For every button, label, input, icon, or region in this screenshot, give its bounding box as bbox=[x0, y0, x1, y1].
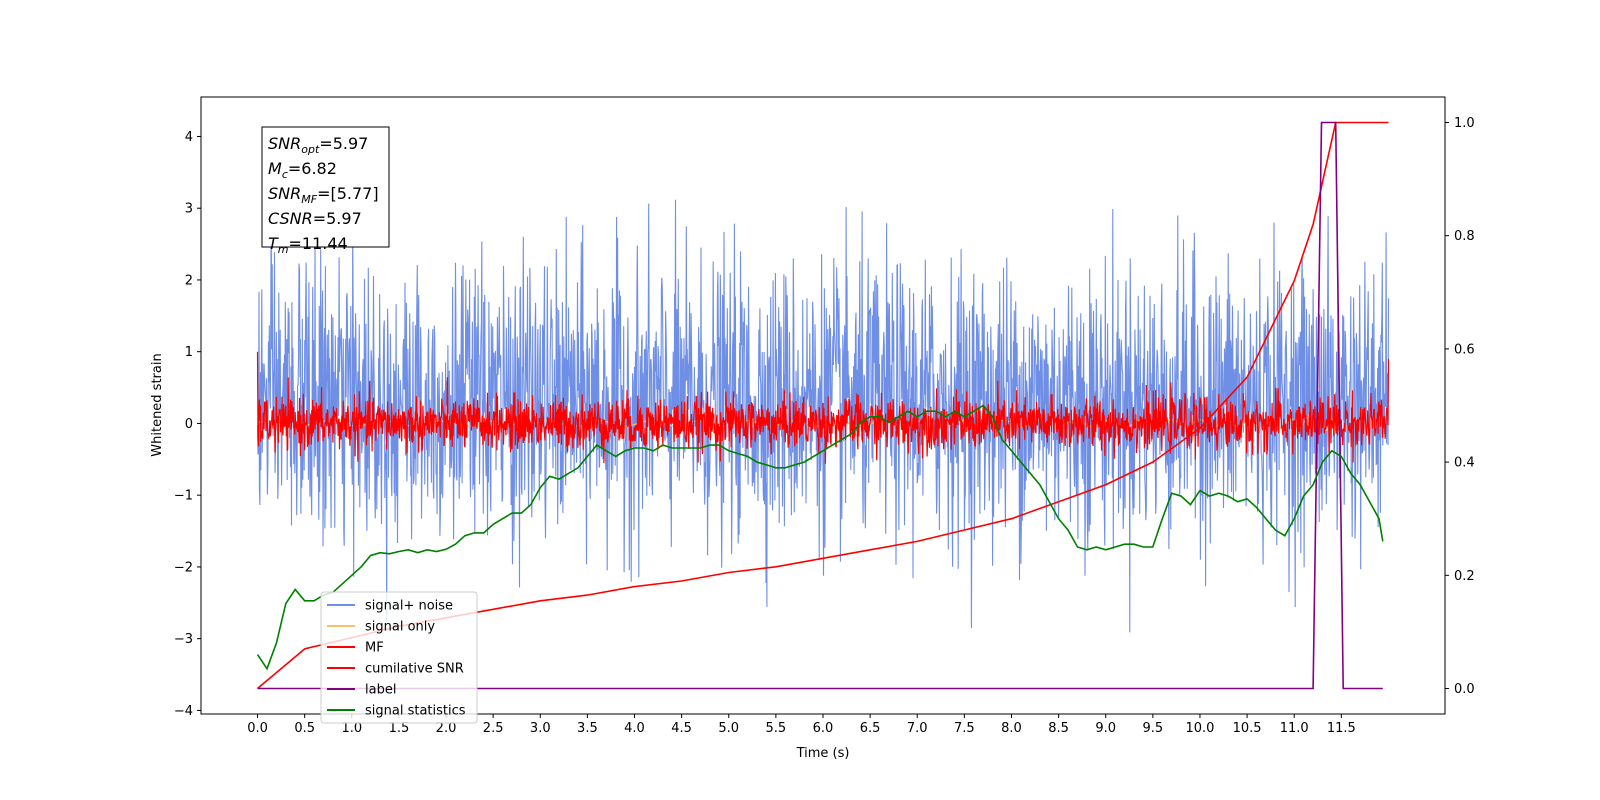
annotation-line: Mc=6.82 bbox=[268, 159, 337, 181]
legend-item: cumilative SNR bbox=[327, 662, 464, 677]
series-label bbox=[257, 121, 1383, 690]
legend-label: MF bbox=[365, 641, 384, 656]
x-tick-label: 7.0 bbox=[907, 721, 928, 736]
x-tick-label: 4.0 bbox=[624, 721, 645, 736]
x-tick-label: 2.0 bbox=[436, 721, 457, 736]
x-tick-label: 9.5 bbox=[1143, 721, 1164, 736]
annotation-symbol: T bbox=[268, 234, 279, 253]
legend-item: label bbox=[327, 683, 396, 698]
y-tick-label: 1 bbox=[185, 345, 193, 360]
legend-label: signal statistics bbox=[365, 704, 466, 719]
y-tick-label: 4 bbox=[185, 130, 193, 145]
x-tick-label: 3.0 bbox=[530, 721, 551, 736]
annotation-line: SNRopt=5.97 bbox=[268, 134, 368, 156]
x-tick-label: 0.5 bbox=[294, 721, 315, 736]
annotation-subscript: m bbox=[278, 243, 289, 256]
axes-layer: 0.0 0.5 1.0 1.5 2.0 2.5 3.0 3.5 4.0 4.5 5.0 5.5 6.0 6… bbox=[174, 116, 1475, 736]
y-tick-label: −2 bbox=[174, 560, 193, 575]
y-tick-label: −1 bbox=[174, 489, 193, 504]
annotation-symbol: SNR bbox=[268, 184, 301, 203]
annotation-subscript: MF bbox=[301, 193, 317, 206]
x-tick-label: 5.0 bbox=[718, 721, 739, 736]
legend-label: signal only bbox=[365, 620, 435, 635]
annotation-line: Tm=11.44 bbox=[268, 234, 348, 256]
legend-item: signal+ noise bbox=[327, 599, 453, 614]
annotation-box: SNRopt=5.97Mc=6.82SNRMF=[5.77]CSNR=5.97T… bbox=[261, 126, 390, 256]
annotation-value: =6.82 bbox=[288, 159, 337, 178]
annotation-value: =[5.77] bbox=[317, 184, 379, 203]
annotation-subscript: c bbox=[282, 168, 288, 181]
x-axis-label: Time (s) bbox=[796, 746, 850, 761]
x-tick-label: 11.5 bbox=[1327, 721, 1356, 736]
annotation-value: =5.97 bbox=[319, 134, 368, 153]
x-tick-label: 10.5 bbox=[1233, 721, 1262, 736]
legend-frame bbox=[320, 591, 478, 724]
x-tick-label: 9.0 bbox=[1095, 721, 1116, 736]
legend-label: cumilative SNR bbox=[365, 662, 464, 677]
annotation-subscript: opt bbox=[301, 143, 320, 156]
x-tick-label: 1.0 bbox=[341, 721, 362, 736]
legend-label: label bbox=[365, 683, 396, 698]
x-tick-label: 6.0 bbox=[813, 721, 834, 736]
y2-tick-label: 1.0 bbox=[1454, 116, 1475, 131]
legend-label: signal+ noise bbox=[365, 599, 453, 614]
x-tick-label: 5.5 bbox=[766, 721, 787, 736]
y-tick-label: 3 bbox=[185, 202, 193, 217]
y-tick-label: −3 bbox=[174, 632, 193, 647]
y-tick-label: 0 bbox=[185, 417, 193, 432]
annotation-symbol: CSNR bbox=[268, 209, 313, 228]
x-tick-label: 7.5 bbox=[954, 721, 975, 736]
y-tick-label: −4 bbox=[174, 704, 193, 719]
x-tick-label: 3.5 bbox=[577, 721, 598, 736]
y-axis-label: Whitened strain bbox=[150, 353, 165, 456]
annotation-value: =5.97 bbox=[313, 209, 362, 228]
annotation-value: =11.44 bbox=[289, 234, 348, 253]
x-tick-label: 6.5 bbox=[860, 721, 881, 736]
annotation-symbol: SNR bbox=[268, 134, 301, 153]
series-signal-statistics bbox=[256, 404, 1384, 671]
x-tick-label: 8.5 bbox=[1048, 721, 1069, 736]
x-tick-label: 11.0 bbox=[1280, 721, 1309, 736]
y2-tick-label: 0.6 bbox=[1454, 342, 1475, 357]
annotation-symbol: M bbox=[268, 159, 282, 178]
x-tick-label: 10.0 bbox=[1185, 721, 1214, 736]
y2-tick-label: 0.4 bbox=[1454, 456, 1475, 471]
y2-tick-label: 0.0 bbox=[1454, 682, 1475, 697]
legend-item: signal only bbox=[327, 620, 435, 635]
legend: signal+ noise signal only MF cumilative SNR… bbox=[320, 591, 478, 724]
x-tick-label: 2.5 bbox=[483, 721, 504, 736]
annotation-line: CSNR=5.97 bbox=[268, 209, 362, 228]
y2-tick-label: 0.2 bbox=[1454, 569, 1475, 584]
x-tick-label: 1.5 bbox=[389, 721, 410, 736]
annotation-frame bbox=[261, 126, 390, 248]
legend-item: signal statistics bbox=[327, 704, 466, 719]
y2-tick-label: 0.8 bbox=[1454, 229, 1475, 244]
y-tick-label: 2 bbox=[185, 273, 193, 288]
series-mf bbox=[256, 351, 1390, 464]
legend-item: MF bbox=[327, 641, 384, 656]
annotation-line: SNRMF=[5.77] bbox=[268, 184, 379, 206]
x-tick-label: 8.0 bbox=[1001, 721, 1022, 736]
series-signal-noise bbox=[256, 198, 1390, 633]
x-tick-label: 0.0 bbox=[247, 721, 268, 736]
x-tick-label: 4.5 bbox=[671, 721, 692, 736]
